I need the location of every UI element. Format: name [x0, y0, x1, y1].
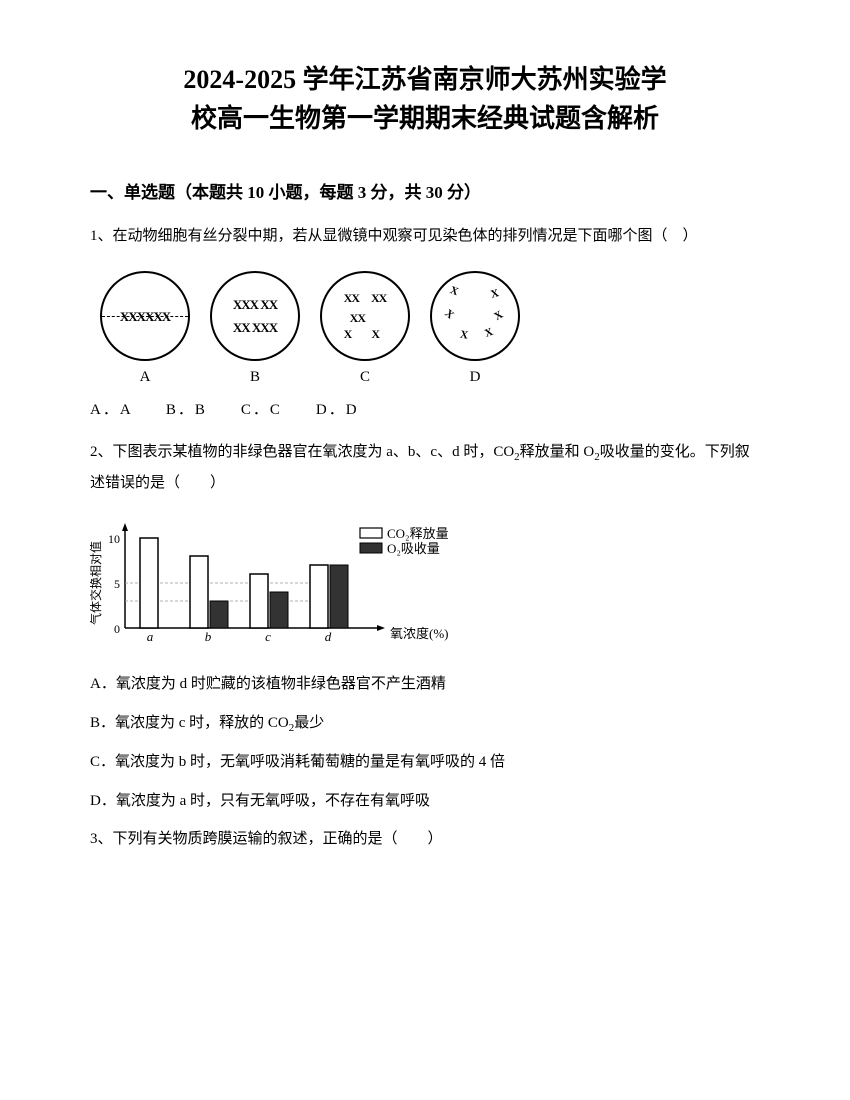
document-title: 2024-2025 学年江苏省南京师大苏州实验学 校高一生物第一学期期末经典试题…: [90, 60, 760, 138]
chromosomes-b: XXX XX XX XXX: [233, 298, 277, 334]
svg-text:10: 10: [108, 532, 120, 546]
chromosomes-a: XXXXXX: [120, 310, 170, 323]
question-1-diagrams: XXXXXX A XXX XX XX XXX B XXXX XX XX C X …: [100, 271, 760, 386]
svg-text:c: c: [265, 629, 271, 644]
q2-text-part2: 释放量和 O: [520, 444, 595, 460]
svg-text:CO₂释放量: CO₂释放量: [387, 526, 449, 541]
q2-option-c: C．氧浓度为 b 时，无氧呼吸消耗葡萄糖的量是有氧呼吸的 4 倍: [90, 746, 760, 779]
svg-text:O₂吸收量: O₂吸收量: [387, 541, 440, 556]
question-2-text: 2、下图表示某植物的非绿色器官在氧浓度为 a、b、c、d 时，CO2释放量和 O…: [90, 437, 760, 498]
svg-text:5: 5: [114, 577, 120, 591]
svg-text:d: d: [325, 629, 332, 644]
cell-circle-b: XXX XX XX XXX: [210, 271, 300, 361]
question-1-text: 1、在动物细胞有丝分裂中期，若从显微镜中观察可见染色体的排列情况是下面哪个图（ …: [90, 221, 760, 251]
svg-text:a: a: [147, 629, 154, 644]
q2-option-a: A．氧浓度为 d 时贮藏的该植物非绿色器官不产生酒精: [90, 668, 760, 701]
bar-chart-svg: 气体交换相对值 10 5 0 a b c d 氧浓度(%) CO₂释放量 O₂吸: [90, 513, 460, 653]
label-a: A: [140, 369, 151, 386]
question-3-text: 3、下列有关物质跨膜运输的叙述，正确的是（ ）: [90, 824, 760, 854]
diagram-a: XXXXXX A: [100, 271, 190, 386]
section-header-1: 一、单选题（本题共 10 小题，每题 3 分，共 30 分）: [90, 178, 760, 203]
chromosomes-d: X X X X X X: [440, 281, 510, 351]
cell-circle-d: X X X X X X: [430, 271, 520, 361]
q2-option-d: D．氧浓度为 a 时，只有无氧呼吸，不存在有氧呼吸: [90, 785, 760, 818]
svg-text:氧浓度(%): 氧浓度(%): [390, 626, 449, 641]
q2-optb-part1: B．氧浓度为 c 时，释放的 CO: [90, 715, 289, 731]
svg-text:0: 0: [114, 622, 120, 636]
chromosomes-c: XXXX XX XX: [344, 292, 387, 340]
label-b: B: [250, 369, 260, 386]
q2-text-part1: 2、下图表示某植物的非绿色器官在氧浓度为 a、b、c、d 时，CO: [90, 444, 514, 460]
q2-option-b: B．氧浓度为 c 时，释放的 CO2最少: [90, 707, 760, 740]
y-axis-label: 气体交换相对值: [90, 541, 103, 625]
label-c: C: [360, 369, 370, 386]
q2-optb-part2: 最少: [294, 715, 324, 731]
diagram-d: X X X X X X D: [430, 271, 520, 386]
title-line-2: 校高一生物第一学期期末经典试题含解析: [90, 99, 760, 138]
question-2-chart: 气体交换相对值 10 5 0 a b c d 氧浓度(%) CO₂释放量 O₂吸: [90, 513, 460, 653]
cell-circle-c: XXXX XX XX: [320, 271, 410, 361]
question-1-options: A．A B．B C．C D．D: [90, 398, 760, 419]
label-d: D: [470, 369, 481, 386]
diagram-b: XXX XX XX XXX B: [210, 271, 300, 386]
diagram-c: XXXX XX XX C: [320, 271, 410, 386]
cell-circle-a: XXXXXX: [100, 271, 190, 361]
title-line-1: 2024-2025 学年江苏省南京师大苏州实验学: [90, 60, 760, 99]
svg-text:b: b: [205, 629, 212, 644]
